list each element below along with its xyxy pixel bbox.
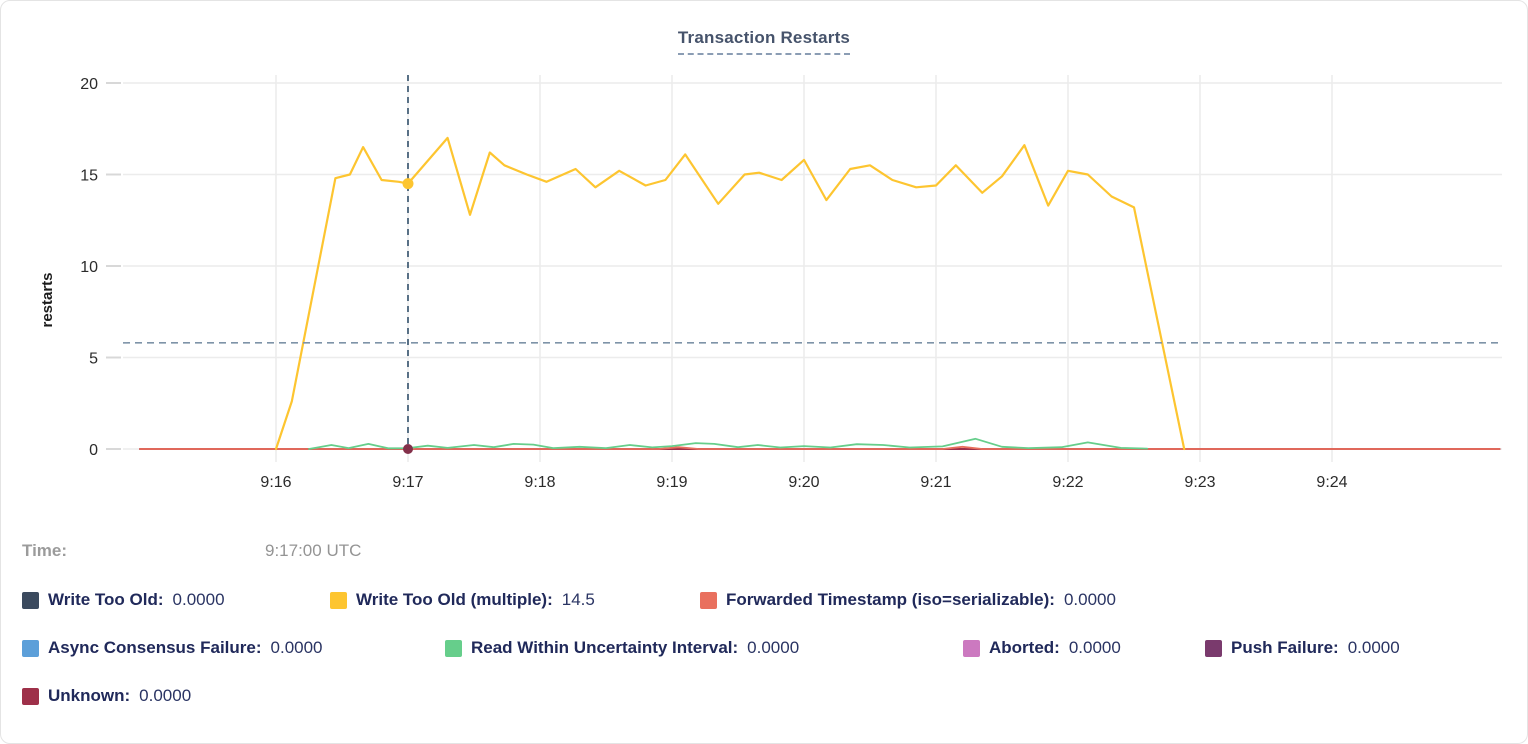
x-tick-label: 9:21 <box>920 474 951 491</box>
axis-labels-group: restarts <box>39 272 56 327</box>
legend-item-push-failure: Push Failure: 0.0000 <box>1205 638 1400 658</box>
x-tick-label: 9:20 <box>788 474 819 491</box>
y-tick-label: 10 <box>80 259 98 276</box>
hover-point-write-too-old-multiple- <box>402 178 414 190</box>
series-line-read-within-uncertainty-interval <box>308 437 1149 450</box>
legend-swatch <box>700 591 717 609</box>
transaction-restarts-chart[interactable]: 0 5 10 15 20 9:16 9:17 9:18 9:19 9:20 9:21 9:22 9:23… <box>0 0 1528 520</box>
legend-label: Push Failure: <box>1231 638 1339 657</box>
legend-label: Write Too Old (multiple): <box>356 590 553 609</box>
crosshair-group <box>123 75 1502 449</box>
legend-item-forwarded-timestamp-iso-serializable: Forwarded Timestamp (iso=serializable): 0… <box>700 590 1116 610</box>
legend-value: 0.0000 <box>1068 638 1121 657</box>
x-tick-label: 9:17 <box>392 474 423 491</box>
legend-value: 0.0000 <box>270 638 323 657</box>
legend-item-write-too-old-multiple: Write Too Old (multiple): 14.5 <box>330 590 595 610</box>
legend-value: 0.0000 <box>172 590 225 609</box>
legend-label: Read Within Uncertainty Interval: <box>471 638 739 657</box>
legend-value: 0.0000 <box>747 638 800 657</box>
legend-item-unknown: Unknown: 0.0000 <box>22 686 191 706</box>
legend-item-async-consensus-failure: Async Consensus Failure: 0.0000 <box>22 638 323 658</box>
x-tick-label: 9:18 <box>524 474 555 491</box>
y-tick-label: 0 <box>89 442 98 459</box>
legend-item-read-within-uncertainty-interval: Read Within Uncertainty Interval: 0.0000 <box>445 638 799 658</box>
y-axis-label: restarts <box>39 272 56 327</box>
x-tick-label: 9:23 <box>1184 474 1215 491</box>
hover-point-unknown <box>403 444 413 454</box>
y-tick-label: 20 <box>80 76 98 93</box>
x-tick-label: 9:16 <box>260 474 291 491</box>
legend-swatch <box>22 591 39 609</box>
legend-value: 0.0000 <box>1347 638 1400 657</box>
legend-label: Async Consensus Failure: <box>48 638 262 657</box>
legend-label: Unknown: <box>48 686 131 705</box>
time-readout-value: 9:17:00 UTC <box>265 541 362 560</box>
legend-swatch <box>445 639 462 657</box>
chart-title[interactable]: Transaction Restarts <box>677 28 851 55</box>
time-readout-label: Time: <box>22 541 68 560</box>
legend-item-aborted: Aborted: 0.0000 <box>963 638 1121 658</box>
legend-label: Forwarded Timestamp (iso=serializable): <box>726 590 1055 609</box>
legend-swatch <box>1205 639 1222 657</box>
legend-value: 14.5 <box>561 590 595 609</box>
x-tick-label: 9:19 <box>656 474 687 491</box>
legend-swatch <box>963 639 980 657</box>
legend-value: 0.0000 <box>1063 590 1116 609</box>
legend-swatch <box>330 591 347 609</box>
legend-value: 0.0000 <box>139 686 192 705</box>
y-tick-label: 5 <box>89 351 98 368</box>
series-line-forwarded-timestamp-iso-serializable- <box>139 445 1501 450</box>
x-tick-label: 9:24 <box>1316 474 1347 491</box>
chart-title-wrap: Transaction Restarts <box>0 28 1528 55</box>
markers-group <box>402 178 414 454</box>
x-tick-label: 9:22 <box>1052 474 1083 491</box>
legend-item-write-too-old: Write Too Old: 0.0000 <box>22 590 225 610</box>
legend-label: Aborted: <box>989 638 1060 657</box>
y-tick-label: 15 <box>80 168 98 185</box>
legend-swatch <box>22 687 39 705</box>
legend-swatch <box>22 639 39 657</box>
legend-label: Write Too Old: <box>48 590 164 609</box>
series-group <box>139 136 1501 451</box>
